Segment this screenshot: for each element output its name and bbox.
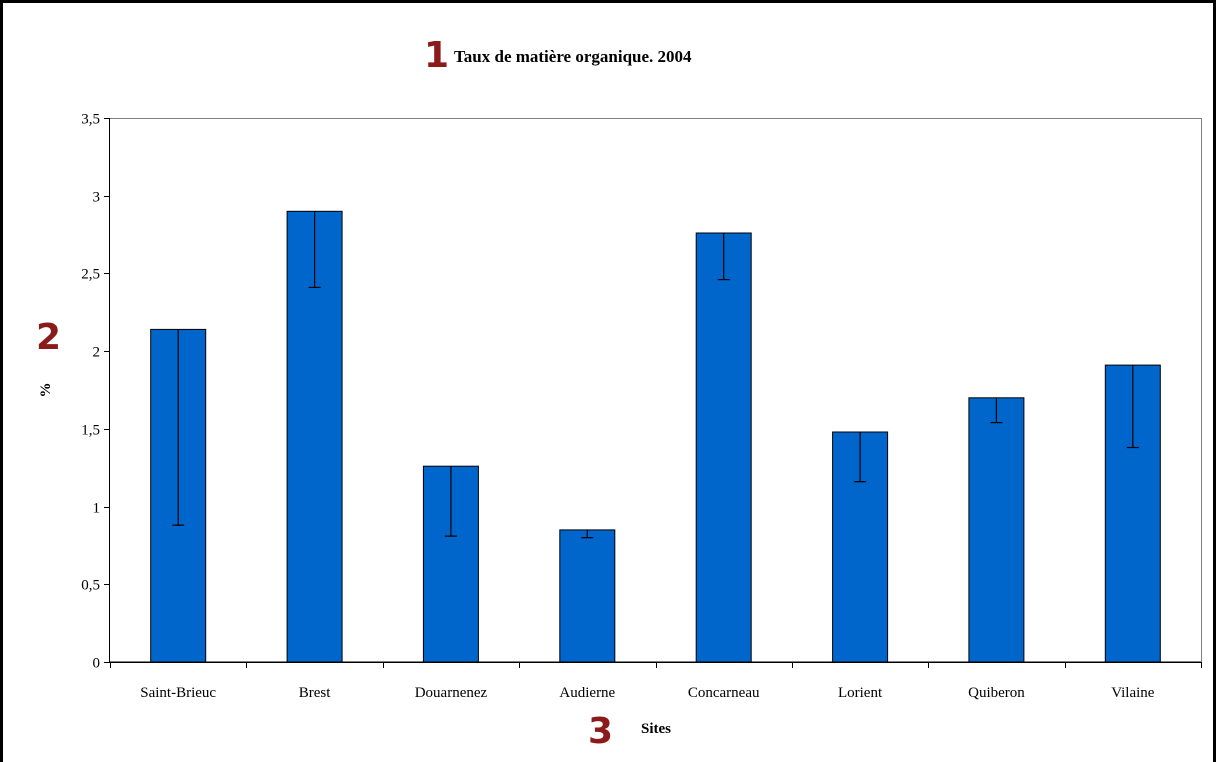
y-tick-label: 1,5 [81, 423, 100, 439]
y-axis-title: % [38, 383, 54, 398]
x-tick-label: Douarnenez [415, 685, 488, 701]
x-tick-label: Lorient [838, 685, 883, 701]
plot-area [109, 118, 1202, 662]
bar [559, 529, 616, 663]
x-axis: Saint-Brieuc Brest Douarnenez Audierne Conca… [110, 662, 1202, 701]
x-tick-label: Saint-Brieuc [140, 685, 216, 701]
x-tick-label: Vilaine [1111, 685, 1155, 701]
y-tick-label: 1 [93, 501, 101, 517]
bar-series [150, 210, 1161, 663]
y-tick-label: 2 [93, 345, 101, 361]
xlabel-marker: 3 [588, 711, 613, 752]
y-tick-label: 3,5 [81, 112, 100, 128]
y-tick-label: 3 [93, 190, 101, 206]
chart-title: Taux de matière organique. 2004 [454, 47, 692, 66]
ylabel-marker: 2 [36, 317, 61, 358]
y-tick-label: 0 [93, 656, 101, 672]
bar [422, 465, 479, 663]
y-tick-label: 2,5 [81, 267, 100, 283]
x-tick-label: Concarneau [688, 685, 760, 701]
y-tick-label: 0,5 [81, 578, 100, 594]
bar [695, 232, 752, 663]
x-axis-title: Sites [641, 721, 671, 737]
x-tick-label: Audierne [559, 685, 615, 701]
title-marker: 1 [424, 35, 449, 76]
y-axis: 0 0,5 1 1,5 2 2,5 3 3,5 [81, 112, 110, 672]
x-tick-label: Brest [299, 685, 331, 701]
x-tick-label: Quiberon [968, 685, 1025, 701]
bar [968, 397, 1025, 663]
